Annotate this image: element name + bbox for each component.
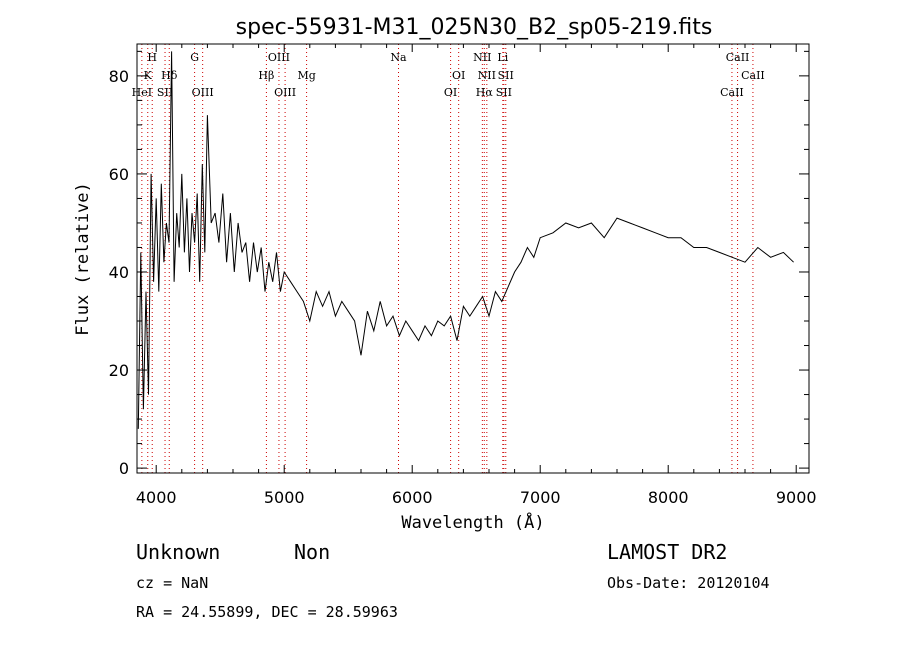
line-label-15: Hα <box>476 86 494 99</box>
chart-title: spec-55931-M31_025N30_B2_sp05-219.fits <box>236 15 713 40</box>
line-label-5: G <box>190 51 199 64</box>
x-tick-label-2: 6000 <box>392 488 433 507</box>
line-label-18: SII <box>496 86 512 99</box>
line-label-20: CaII <box>720 86 744 99</box>
y-axis: 0 20 40 60 80 <box>109 50 809 478</box>
line-label-11: Na <box>390 51 407 64</box>
y-tick-label-1: 20 <box>109 361 129 380</box>
line-label-16: NII <box>478 69 496 82</box>
line-label-17: Li <box>497 51 508 64</box>
obs-date-label: Obs-Date: 20120104 <box>607 574 770 592</box>
line-label-7: Hβ <box>258 69 274 82</box>
y-tick-label-4: 80 <box>109 67 129 86</box>
line-label-3: SII <box>157 86 173 99</box>
spectrum-line <box>137 51 794 429</box>
y-tick-label-2: 40 <box>109 263 129 282</box>
x-tick-label-5: 9000 <box>776 488 817 507</box>
y-tick-label-0: 0 <box>119 459 129 478</box>
line-label-4: Hδ <box>161 69 178 82</box>
line-label-21: CaII <box>726 51 750 64</box>
line-label-8: OIII <box>268 51 290 64</box>
x-axis-label: Wavelength (Å) <box>401 511 544 533</box>
x-tick-label-4: 8000 <box>648 488 689 507</box>
spectral-subclass-label: Non <box>294 540 331 564</box>
x-tick-label-0: 4000 <box>136 488 177 507</box>
plot-frame <box>136 43 810 474</box>
line-label-14: NII <box>473 51 491 64</box>
line-label-0: HeI <box>132 86 152 99</box>
x-axis: 4000 5000 6000 7000 8000 9000 <box>136 44 817 507</box>
y-tick-label-3: 60 <box>109 165 129 184</box>
line-label-22: CaII <box>741 69 765 82</box>
spectral-line-labels: HeIKHSIIHδGOIIIHβOIIIOIIIMgNaOIOINIIHαNI… <box>132 51 765 99</box>
x-tick-label-3: 7000 <box>520 488 561 507</box>
line-label-2: H <box>147 51 157 64</box>
spectral-class-label: Unknown <box>136 540 221 564</box>
line-label-1: K <box>144 69 153 82</box>
line-label-6: OIII <box>192 86 214 99</box>
line-label-10: Mg <box>297 69 315 82</box>
line-label-9: OIII <box>274 86 296 99</box>
line-label-12: OI <box>444 86 457 99</box>
y-axis-label: Flux (relative) <box>73 182 93 336</box>
line-label-19: SII <box>498 69 514 82</box>
redshift-label: cz = NaN <box>136 574 209 592</box>
line-label-13: OI <box>452 69 465 82</box>
x-tick-label-1: 5000 <box>264 488 305 507</box>
survey-label: LAMOST DR2 <box>607 540 728 564</box>
coordinates-label: RA = 24.55899, DEC = 28.59963 <box>136 603 398 621</box>
